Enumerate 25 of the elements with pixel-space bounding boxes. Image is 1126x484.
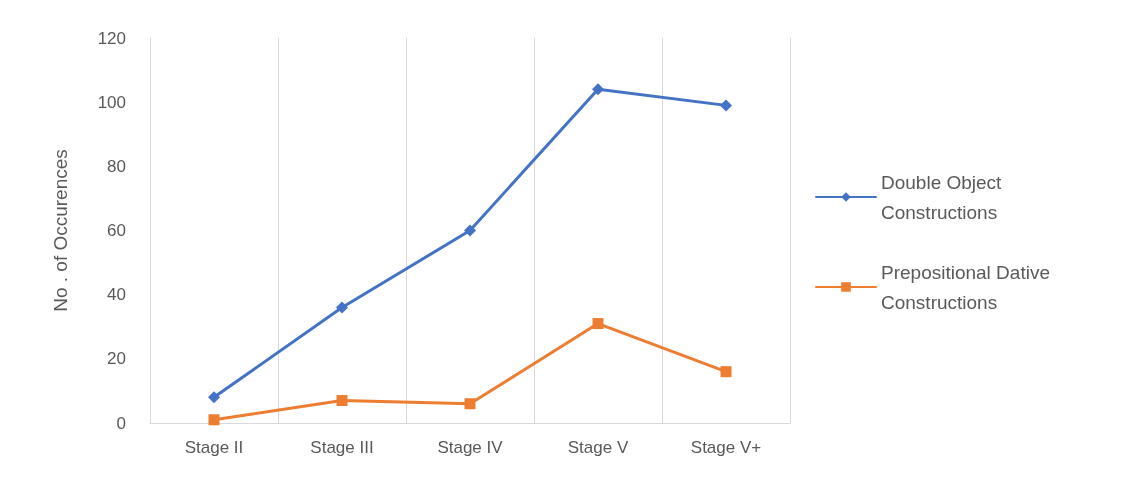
point — [208, 391, 220, 404]
point — [720, 99, 732, 112]
y-tick-label: 0 — [116, 413, 126, 433]
point — [720, 366, 732, 378]
y-tick-label: 80 — [107, 156, 126, 176]
legend-label: Double Object Constructions — [881, 171, 1007, 223]
point — [464, 398, 476, 410]
x-tick-label: Stage V+ — [690, 438, 762, 457]
y-tick-label: 40 — [107, 285, 126, 305]
point — [464, 224, 476, 237]
y-tick-label: 60 — [107, 221, 126, 240]
y-axis-title: No . of Occurences — [50, 149, 71, 312]
point — [592, 83, 604, 96]
point — [336, 395, 348, 407]
point — [592, 318, 604, 330]
x-tick-label: Stage V — [567, 438, 629, 457]
x-tick-label: Stage IV — [437, 438, 504, 457]
y-tick-label: 120 — [97, 28, 126, 48]
point — [336, 301, 348, 314]
y-tick-label: 20 — [107, 349, 126, 369]
x-tick-label: Stage III — [310, 438, 374, 457]
point — [208, 414, 220, 426]
y-tick-label: 100 — [97, 92, 126, 112]
legend-label: Prepositional Dative Constructions — [881, 261, 1056, 313]
x-tick-label: Stage II — [184, 438, 244, 457]
